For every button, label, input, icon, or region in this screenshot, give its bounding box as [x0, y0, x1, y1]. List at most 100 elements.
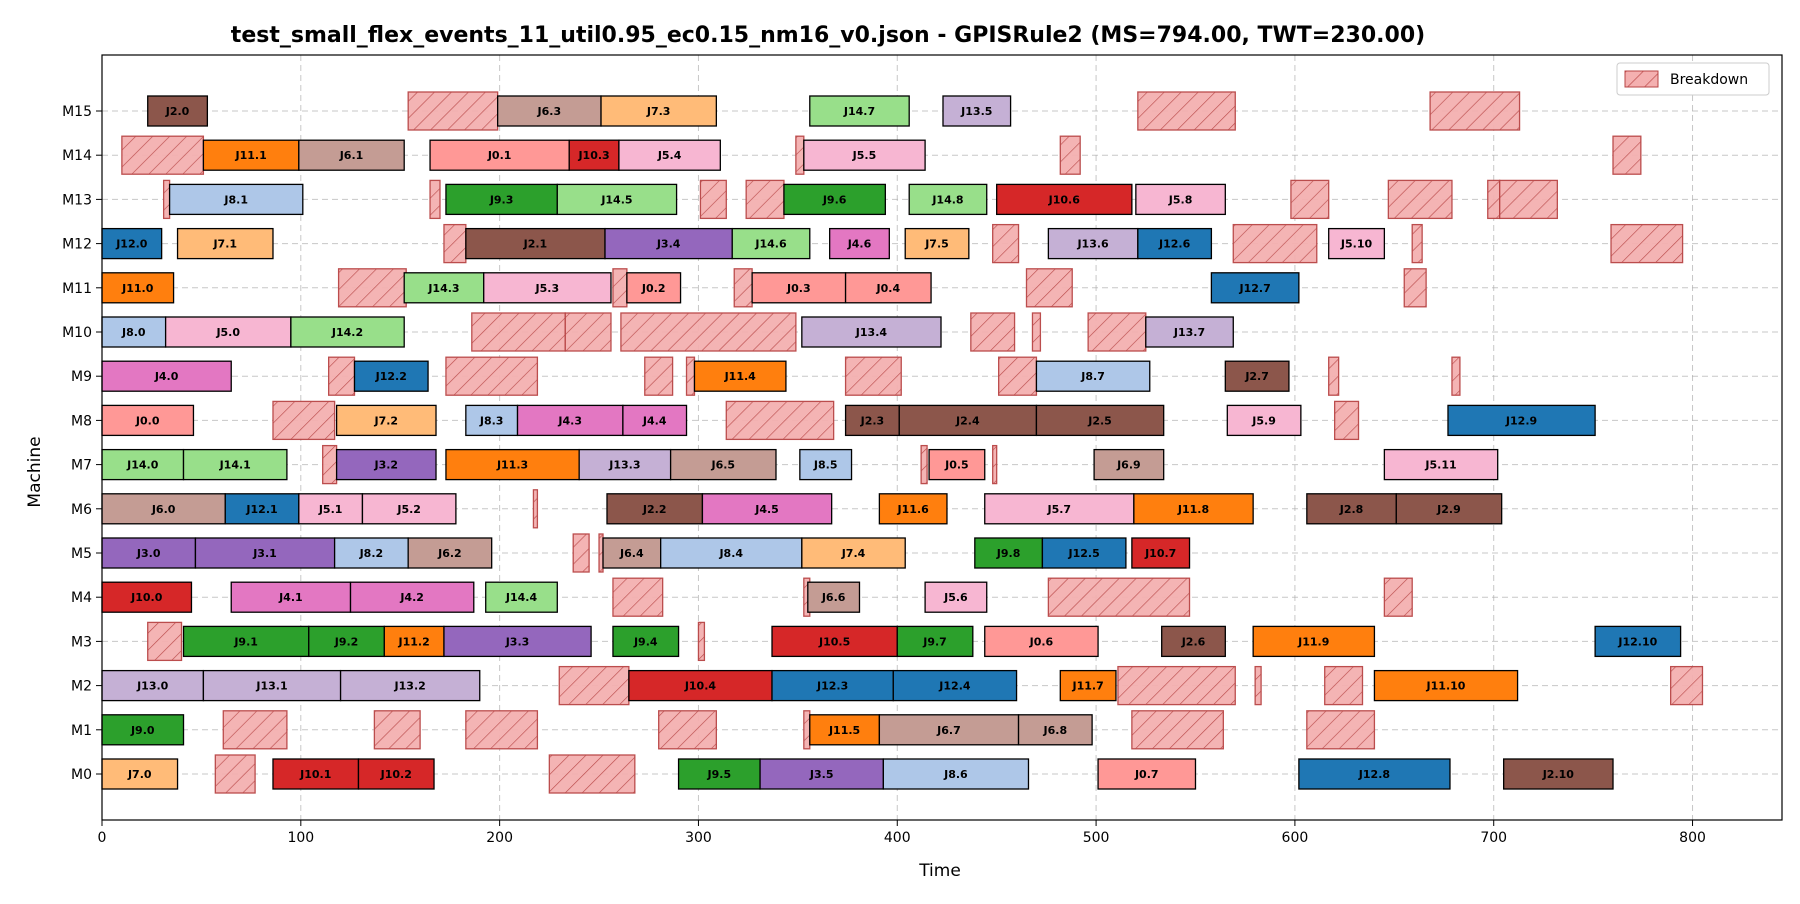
operation-bar: [1097, 758, 1197, 790]
operation-label: J8.4: [718, 547, 743, 560]
breakdown-bar: [795, 135, 805, 175]
operation-label: J2.5: [1087, 414, 1112, 427]
breakdown-bar: [658, 710, 717, 750]
operation-label: J11.6: [897, 503, 930, 516]
operation-label: J8.5: [813, 459, 838, 472]
operation-bar: [602, 537, 662, 569]
breakdown-bar: [1612, 135, 1642, 175]
breakdown-bar: [970, 312, 1016, 352]
operation-bar: [1137, 227, 1213, 260]
operation-bar: [807, 581, 861, 613]
operation-bar: [335, 448, 437, 481]
operation-bar: [101, 448, 185, 481]
y-tick-label: M14: [62, 148, 92, 164]
operation-label: J11.7: [1072, 680, 1104, 693]
operation-label: J6.3: [537, 105, 562, 118]
y-tick-label: M13: [62, 192, 92, 208]
breakdown-bar: [558, 665, 630, 706]
operation-label: J11.2: [398, 635, 430, 648]
axes-layer: 0 100 200 300 400 500 600 700 800 M0 M1 M2 M3 M4 M5 M6 M…: [62, 54, 1783, 846]
operation-label: J8.3: [479, 414, 504, 427]
operation-bar: [626, 272, 682, 304]
operation-bar: [801, 537, 906, 569]
operation-label: J13.7: [1173, 326, 1205, 339]
operation-label: J0.2: [641, 282, 666, 295]
breakdown-bar: [445, 356, 539, 396]
breakdown-bar: [1047, 577, 1191, 617]
operation-label: J11.1: [234, 149, 266, 162]
operation-bar: [290, 316, 405, 348]
breakdown-bar: [1324, 665, 1364, 706]
operation-bar: [701, 493, 833, 525]
x-tick-label: 400: [884, 830, 911, 846]
operation-label: J9.3: [489, 193, 514, 206]
breakdown-bar: [471, 312, 566, 352]
breakdown-bar: [1059, 135, 1081, 175]
breakdown-bar: [1117, 665, 1236, 706]
chart-title: test_small_flex_events_11_util0.95_ec0.1…: [231, 23, 1425, 48]
operation-bar: [298, 139, 405, 171]
operation-label: J9.6: [822, 193, 847, 206]
breakdown-bar: [1383, 577, 1413, 617]
breakdown-bar: [1411, 223, 1423, 264]
breakdown-bar: [1670, 665, 1704, 706]
breakdown-bar: [803, 710, 811, 750]
operation-label: J9.5: [707, 768, 732, 781]
operation-bar: [1047, 227, 1139, 260]
operation-label: J8.7: [1080, 370, 1105, 383]
operation-bar: [429, 139, 570, 171]
y-tick-label: M2: [71, 679, 92, 695]
operation-bar: [516, 404, 624, 437]
breakdown-bar: [1403, 268, 1427, 308]
breakdown-bar: [322, 444, 338, 485]
breakdown-bar: [443, 223, 467, 264]
operation-bar: [202, 669, 342, 702]
operation-label: J0.1: [487, 149, 512, 162]
operation-label: J5.8: [1168, 193, 1193, 206]
operation-label: J14.3: [427, 282, 459, 295]
operation-bar: [1373, 669, 1519, 702]
y-tick-label: M4: [71, 590, 92, 606]
breakdown-bar: [272, 400, 336, 441]
operation-label: J11.3: [496, 459, 528, 472]
operation-label: J4.5: [754, 503, 779, 516]
operation-bar: [1161, 625, 1226, 658]
operation-label: J3.0: [136, 547, 161, 560]
operation-bar: [230, 581, 352, 613]
operation-label: J3.5: [809, 768, 834, 781]
operation-bar: [1447, 404, 1596, 437]
operation-label: J10.0: [130, 591, 163, 604]
breakdown-bar: [992, 444, 998, 485]
operation-bar: [622, 404, 688, 437]
operation-bar: [101, 227, 163, 260]
operation-bar: [361, 493, 457, 525]
breakdown-bar: [407, 91, 499, 131]
operation-bar: [878, 493, 948, 525]
operation-bar: [896, 625, 974, 658]
breakdown-bar: [337, 268, 407, 308]
operation-bar: [445, 183, 558, 216]
operation-bar: [445, 448, 580, 481]
operation-label: J6.9: [1116, 459, 1141, 472]
operations-layer: J7.0 J10.1 J10.2 J9.5 J3.5 J8.6 J0.7 J12.8 J2.10…: [101, 95, 1682, 790]
operation-bar: [942, 95, 1012, 127]
operation-label: J3.1: [252, 547, 277, 560]
operation-label: J7.3: [646, 105, 671, 118]
breakdown-bar: [572, 533, 590, 573]
y-tick-label: M0: [71, 767, 92, 783]
operation-bar: [924, 581, 988, 613]
breakdown-bar: [121, 135, 205, 175]
breakdown-bar: [1031, 312, 1042, 352]
operation-label: J10.1: [299, 768, 331, 781]
operation-label: J7.4: [841, 547, 866, 560]
breakdown-bar: [1306, 710, 1376, 750]
breakdown-bar: [532, 489, 539, 529]
operation-label: J5.10: [1340, 238, 1373, 251]
operation-label: J12.10: [1617, 635, 1657, 648]
operation-bar: [904, 227, 970, 260]
operation-label: J5.5: [852, 149, 877, 162]
operation-bar: [101, 537, 197, 569]
breakdown-bar: [373, 710, 421, 750]
breakdown-bar: [699, 179, 727, 220]
